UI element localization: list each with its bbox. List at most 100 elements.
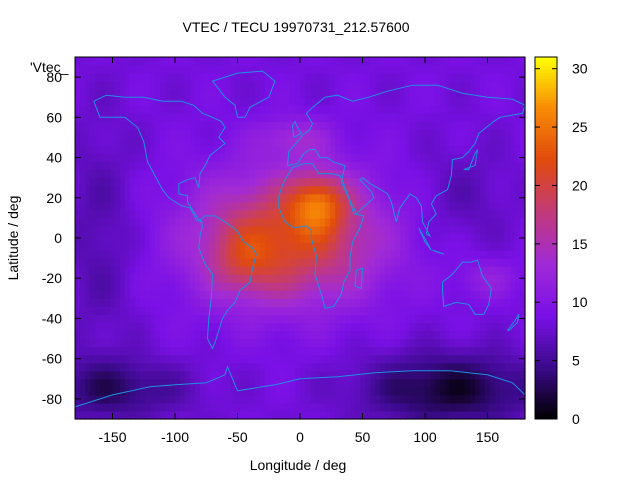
heatmap-cell (505, 282, 511, 291)
heatmap-cell (155, 161, 161, 171)
heatmap-cell (105, 233, 111, 243)
heatmap-cell (155, 113, 161, 122)
heatmap-cell (460, 201, 466, 211)
heatmap-cell (185, 410, 191, 420)
heatmap-cell (180, 217, 186, 227)
heatmap-cell (110, 386, 116, 396)
heatmap-cell (165, 121, 171, 130)
heatmap-cell (490, 322, 496, 332)
heatmap-cell (390, 65, 396, 74)
heatmap-cell (95, 193, 101, 203)
heatmap-cell (245, 201, 251, 211)
heatmap-cell (85, 266, 91, 275)
heatmap-cell (265, 258, 271, 267)
heatmap-cell (230, 258, 236, 267)
heatmap-cell (310, 169, 316, 179)
heatmap-cell (445, 73, 451, 82)
heatmap-cell (140, 394, 146, 404)
heatmap-cell (85, 338, 91, 348)
heatmap-cell (80, 266, 86, 275)
heatmap-cell (255, 330, 261, 340)
heatmap-cell (285, 394, 291, 404)
heatmap-cell (500, 185, 506, 195)
heatmap-cell (225, 129, 231, 139)
heatmap-cell (110, 282, 116, 291)
heatmap-cell (375, 394, 381, 404)
colorbar-segment (535, 87, 557, 91)
heatmap-cell (445, 137, 451, 147)
heatmap-cell (260, 121, 266, 130)
heatmap-cell (305, 306, 311, 316)
heatmap-cell (245, 145, 251, 155)
heatmap-cell (455, 129, 461, 139)
heatmap-cell (75, 89, 81, 98)
heatmap-cell (280, 73, 286, 82)
heatmap-cell (265, 185, 271, 195)
heatmap-cell (130, 129, 136, 139)
heatmap-cell (320, 338, 326, 348)
heatmap-cell (350, 242, 356, 251)
heatmap-cell (345, 274, 351, 283)
heatmap-cell (485, 217, 491, 227)
heatmap-cell (115, 378, 121, 388)
heatmap-cell (180, 233, 186, 243)
heatmap-cell (395, 113, 401, 122)
heatmap-cell (440, 250, 446, 259)
heatmap-cell (180, 65, 186, 74)
heatmap-cell (75, 209, 81, 219)
heatmap-cell (440, 362, 446, 372)
heatmap-cell (430, 394, 436, 404)
heatmap-cell (85, 185, 91, 195)
heatmap-cell (350, 338, 356, 348)
heatmap-cell (345, 153, 351, 163)
heatmap-cell (505, 266, 511, 275)
heatmap-cell (290, 290, 296, 299)
heatmap-cell (405, 258, 411, 267)
heatmap-cell (510, 129, 516, 139)
heatmap-cell (250, 89, 256, 98)
heatmap-cell (115, 322, 121, 332)
heatmap-cell (365, 209, 371, 219)
heatmap-cell (470, 201, 476, 211)
heatmap-cell (465, 97, 471, 106)
heatmap-cell (355, 201, 361, 211)
heatmap-cell (465, 145, 471, 155)
heatmap-cell (145, 81, 151, 90)
heatmap-cell (230, 266, 236, 275)
colorbar-tick-label: 5 (572, 353, 580, 369)
heatmap-cell (110, 314, 116, 324)
heatmap-cell (365, 306, 371, 316)
heatmap-cell (265, 81, 271, 90)
heatmap-cell (370, 338, 376, 348)
heatmap-cell (390, 217, 396, 227)
heatmap-cell (385, 105, 391, 114)
heatmap-cell (190, 402, 196, 412)
heatmap-cell (510, 193, 516, 203)
heatmap-cell (205, 169, 211, 179)
heatmap-cell (255, 266, 261, 275)
heatmap-cell (405, 113, 411, 122)
heatmap-cell (480, 258, 486, 267)
heatmap-cell (160, 65, 166, 74)
heatmap-cell (155, 378, 161, 388)
heatmap-cell (300, 121, 306, 130)
heatmap-cell (165, 65, 171, 74)
heatmap-cell (445, 322, 451, 332)
colorbar-segment (535, 286, 557, 290)
heatmap-cell (410, 169, 416, 179)
heatmap-cell (380, 314, 386, 324)
heatmap-cell (140, 137, 146, 147)
heatmap-cell (120, 65, 126, 74)
heatmap-cell (195, 322, 201, 332)
heatmap-cell (455, 121, 461, 130)
heatmap-cell (335, 362, 341, 372)
heatmap-cell (275, 89, 281, 98)
heatmap-cell (130, 410, 136, 420)
heatmap-cell (210, 370, 216, 380)
heatmap-cell (400, 410, 406, 420)
heatmap-cell (110, 129, 116, 139)
heatmap-cell (140, 314, 146, 324)
heatmap-cell (85, 242, 91, 251)
heatmap-cell (375, 258, 381, 267)
heatmap-cell (85, 306, 91, 316)
